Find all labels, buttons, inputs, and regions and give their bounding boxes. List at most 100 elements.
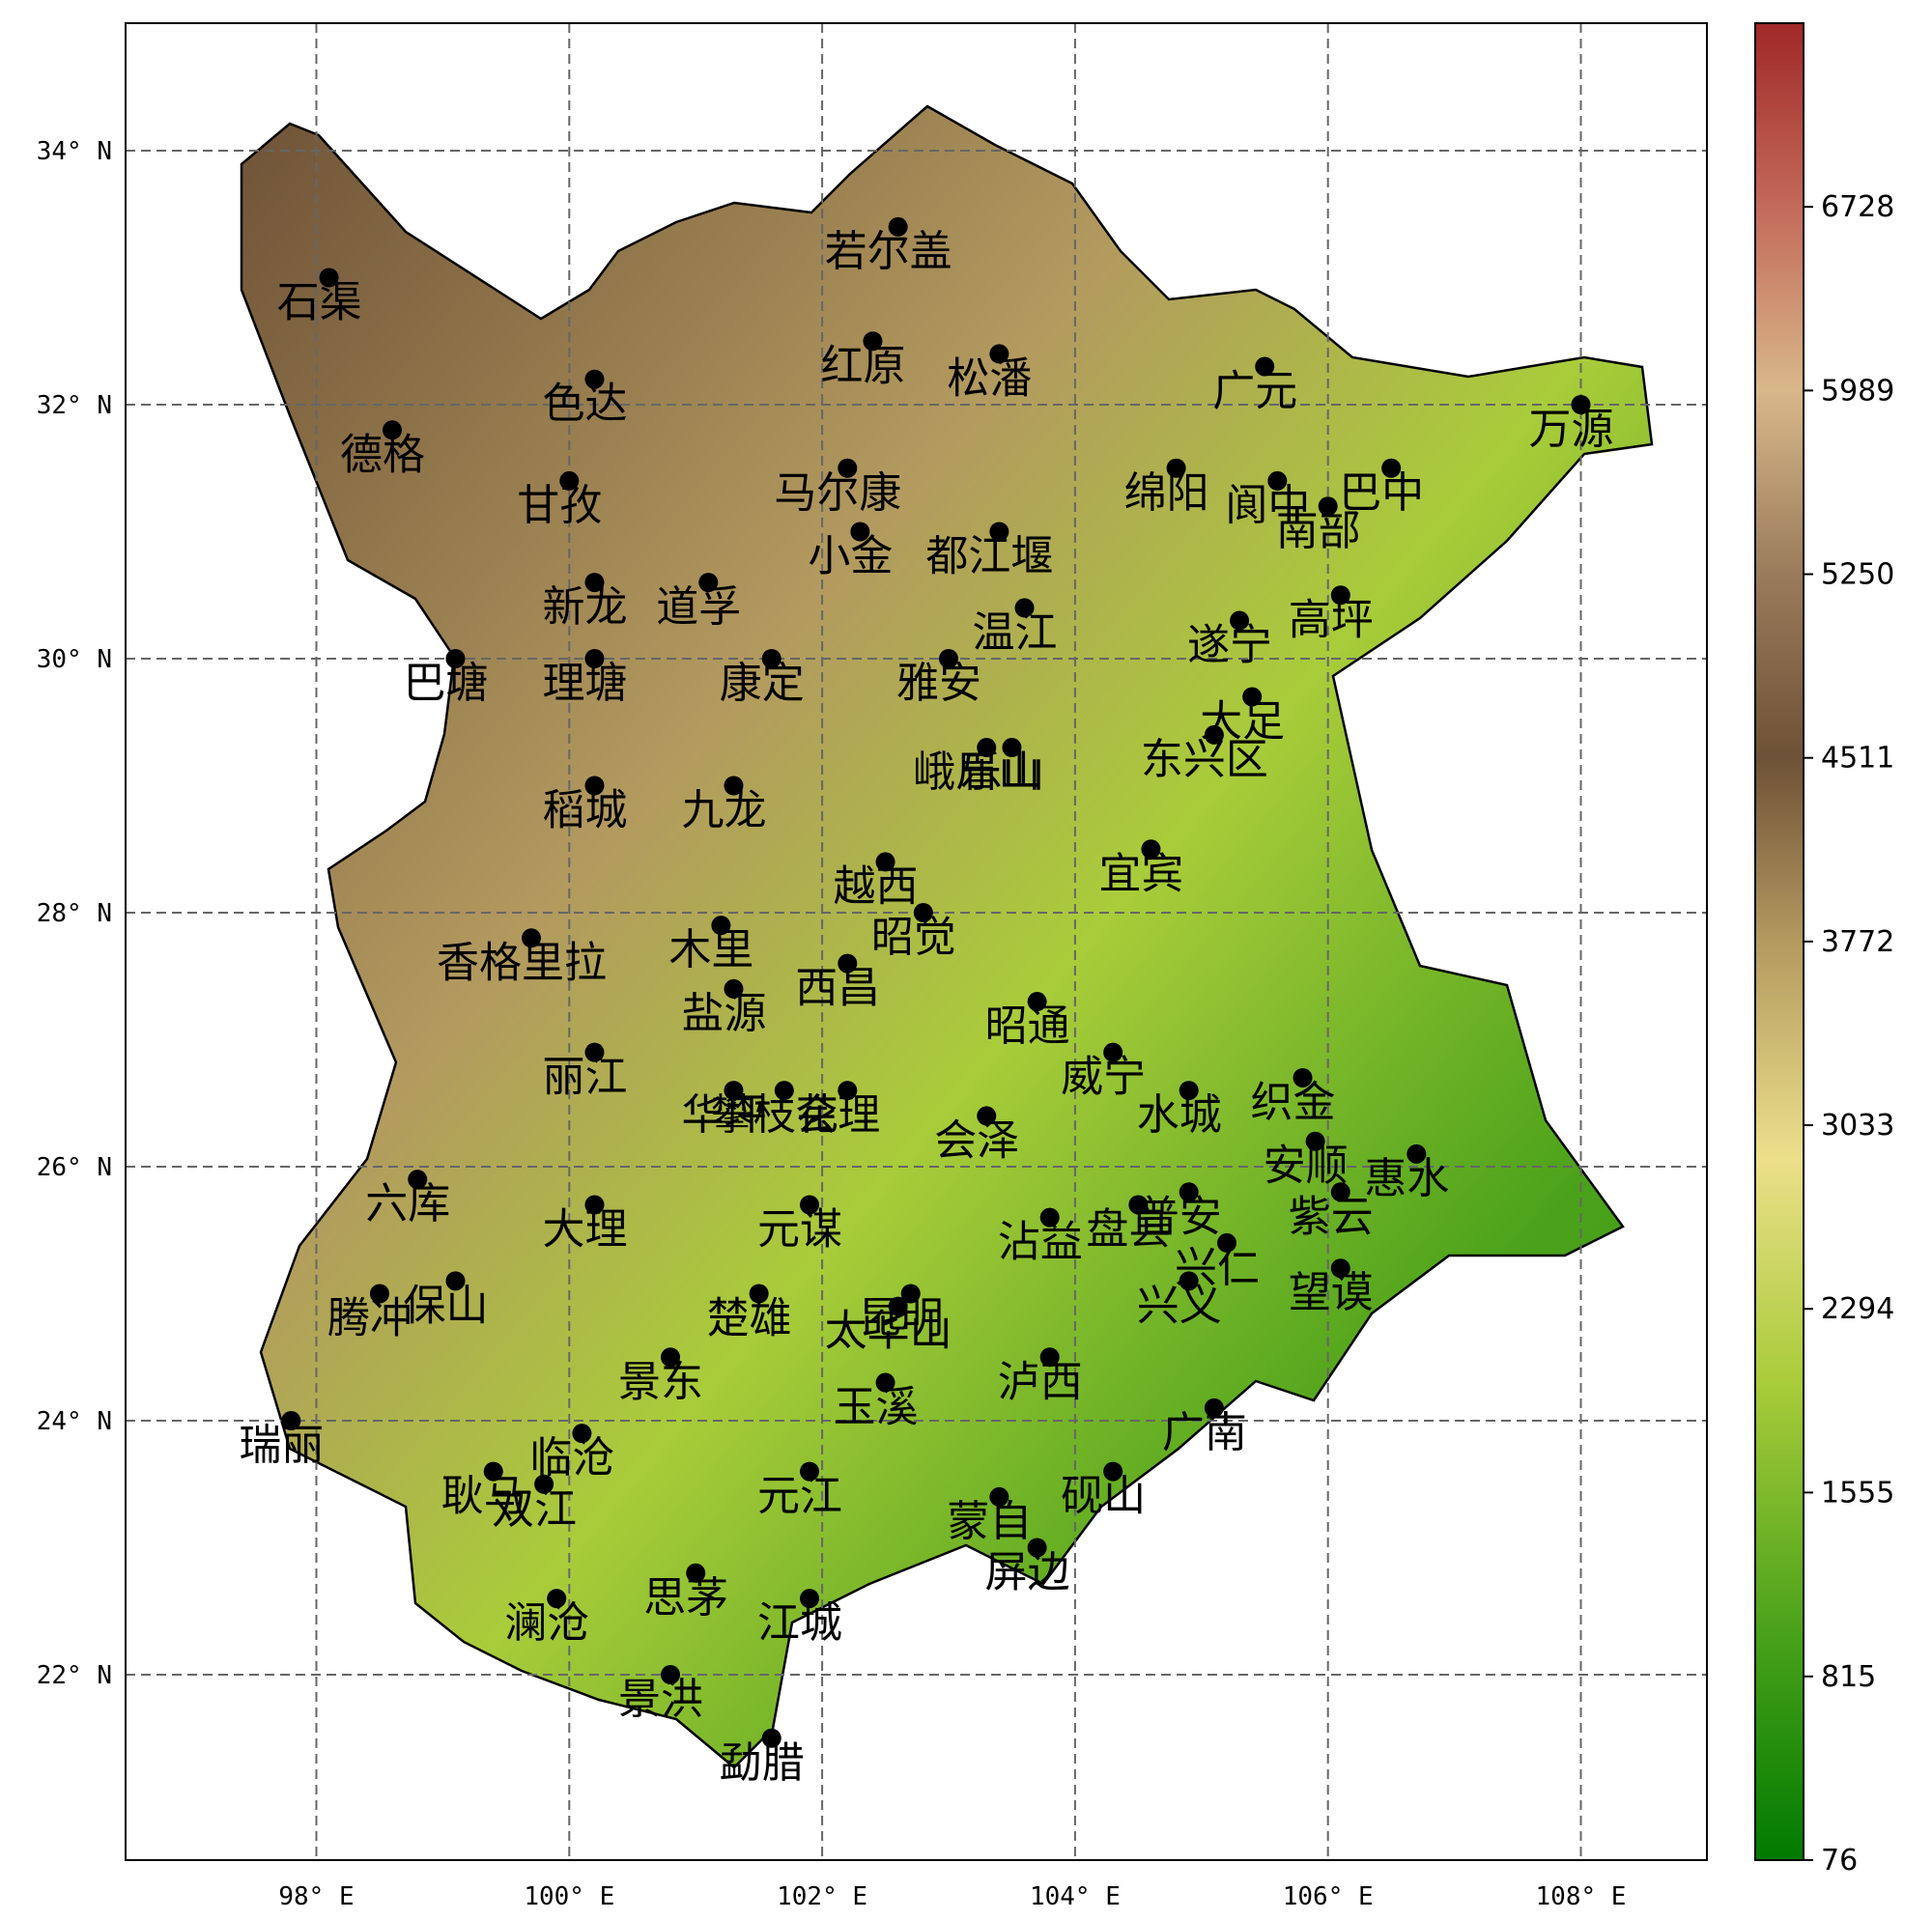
station-label: 安顺 <box>1264 1142 1349 1191</box>
station-dot <box>1027 992 1047 1012</box>
station-label: 康定 <box>720 659 805 708</box>
station-label: 马尔康 <box>774 468 901 518</box>
latitude-tick-labels: 34° N 32° N 30° N 28° N 26° N 24° N 22° N <box>37 137 112 1690</box>
station-label: 甘孜 <box>517 481 602 530</box>
station-label: 温江 <box>973 607 1058 657</box>
station-dot <box>913 903 933 922</box>
station-dot <box>875 1372 895 1393</box>
station-dot <box>445 1271 466 1291</box>
station-label: 临沧 <box>529 1433 614 1482</box>
station-label: 会泽 <box>934 1115 1019 1165</box>
station-dot <box>888 216 908 237</box>
station-label: 广元 <box>1212 367 1297 416</box>
station-dot <box>1230 610 1250 631</box>
station-label: 泸西 <box>998 1357 1083 1406</box>
station-dot <box>534 1474 554 1494</box>
station-label: 巴中 <box>1339 468 1424 518</box>
station-dot <box>1571 395 1591 414</box>
station-dot <box>939 649 958 668</box>
station-label: 乐山 <box>959 748 1044 797</box>
station-label: 盐源 <box>681 989 766 1038</box>
station-label: 色达 <box>542 380 627 429</box>
lat-tick-label: 30° N <box>37 645 112 674</box>
station-label: 望谟 <box>1289 1268 1374 1317</box>
station-label: 德格 <box>340 430 425 479</box>
station-label: 蒙自 <box>947 1497 1032 1546</box>
colorbar-tick-label: 6728 <box>1821 190 1894 224</box>
station-dot <box>800 1195 820 1215</box>
station-dot <box>1039 1347 1060 1368</box>
station-dot <box>1179 1182 1199 1202</box>
station-label: 绵阳 <box>1124 468 1209 518</box>
lon-tick-label: 100° E <box>524 1882 614 1911</box>
station-dot <box>1406 1144 1427 1164</box>
station-dot <box>1002 738 1022 758</box>
station-dot <box>572 1424 592 1444</box>
station-dot <box>584 1195 605 1215</box>
station-label: 紫云 <box>1289 1192 1374 1241</box>
station-dot <box>1242 687 1263 707</box>
station-label: 木里 <box>668 925 753 974</box>
lat-tick-label: 26° N <box>37 1153 112 1182</box>
colorbar-tick-label: 2294 <box>1821 1292 1894 1326</box>
station-label: 澜沧 <box>504 1598 589 1648</box>
station-label: 都江堰 <box>925 532 1053 581</box>
station-dot <box>584 369 605 389</box>
station-dot <box>1014 598 1035 618</box>
colorbar-tick-labels: 76 815 1555 2294 3033 3772 4511 5250 5989 6728 <box>1804 190 1894 1878</box>
station-label: 红原 <box>820 341 905 390</box>
station-label: 道孚 <box>656 582 741 632</box>
station-label: 思茅 <box>643 1573 728 1623</box>
station-label: 巴塘 <box>403 659 488 708</box>
station-dot <box>989 1486 1009 1507</box>
station-label: 小金 <box>808 532 893 581</box>
colorbar-tick-label: 76 <box>1821 1844 1858 1878</box>
station-label: 普安 <box>1137 1192 1222 1241</box>
station-dot <box>1179 1271 1199 1291</box>
longitude-tick-labels: 98° E 100° E 102° E 104° E 106° E 108° E <box>278 1882 1626 1911</box>
colorbar-tick-label: 4511 <box>1821 742 1894 776</box>
station-dot <box>1027 1538 1047 1558</box>
station-dot <box>800 1589 820 1609</box>
station-label: 新龙 <box>542 582 627 632</box>
station-label: 六库 <box>365 1179 450 1228</box>
station-dot <box>1330 1182 1350 1202</box>
station-label: 昭通 <box>985 1002 1070 1051</box>
station-dot <box>800 1461 820 1482</box>
station-dot <box>724 978 744 999</box>
station-label: 惠水 <box>1364 1154 1449 1203</box>
station-dot <box>774 1081 794 1101</box>
station-dot <box>761 649 781 668</box>
station-dot <box>686 1563 706 1583</box>
station-label: 盘县 <box>1086 1204 1171 1254</box>
station-label: 楚雄 <box>707 1294 792 1343</box>
station-label: 雅安 <box>896 659 981 708</box>
station-dot <box>989 344 1009 364</box>
station-dot <box>383 420 403 440</box>
station-label: 阆中 <box>1225 481 1310 530</box>
station-dot <box>977 1106 997 1126</box>
colorbar-tick-label: 1555 <box>1821 1476 1894 1510</box>
station-label: 玉溪 <box>834 1383 919 1432</box>
station-dot <box>584 776 605 796</box>
station-label: 丽江 <box>542 1053 627 1102</box>
station-dot <box>408 1170 428 1190</box>
station-dot <box>1141 839 1161 860</box>
station-dot <box>559 470 580 491</box>
station-dot <box>584 573 605 593</box>
station-dot <box>761 1728 781 1748</box>
station-label: 西昌 <box>795 964 880 1013</box>
station-dot <box>1330 585 1350 606</box>
station-label: 理塘 <box>542 659 627 708</box>
station-dot <box>1204 1398 1224 1418</box>
station-label: 江城 <box>757 1598 842 1648</box>
station-dot <box>1216 1232 1236 1253</box>
station-dot <box>661 1347 681 1368</box>
station-label: 景洪 <box>618 1675 703 1724</box>
station-label: 元谋 <box>757 1204 842 1254</box>
station-dot <box>749 1284 769 1304</box>
lat-tick-label: 32° N <box>37 391 112 420</box>
station-label: 织金 <box>1251 1078 1336 1127</box>
station-dot <box>838 1081 858 1101</box>
